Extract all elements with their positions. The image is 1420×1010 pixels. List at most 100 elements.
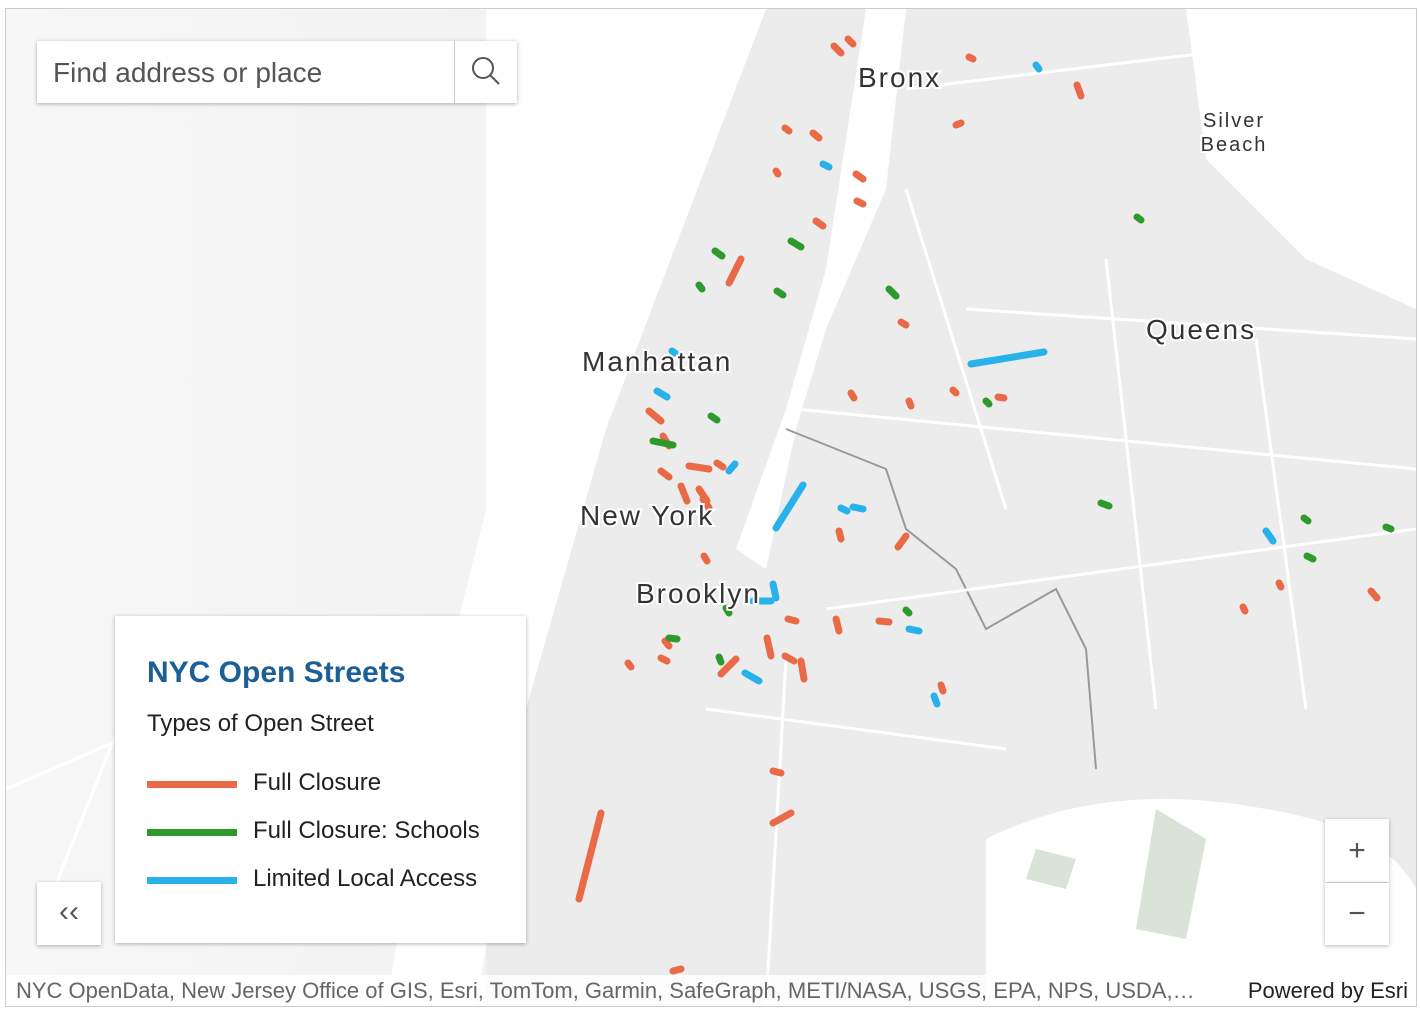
open-street bbox=[653, 387, 671, 401]
open-street bbox=[700, 552, 711, 565]
open-street bbox=[661, 637, 673, 650]
open-street bbox=[1382, 523, 1395, 533]
open-street bbox=[699, 495, 713, 512]
open-street bbox=[725, 255, 745, 287]
open-street bbox=[967, 348, 1048, 368]
legend-label: Full Closure: Schools bbox=[253, 817, 480, 844]
open-street bbox=[772, 167, 782, 178]
open-street bbox=[812, 217, 827, 230]
open-street bbox=[1073, 81, 1085, 100]
open-street bbox=[657, 654, 671, 665]
map[interactable]: Bronx Silver Beach Manhattan Queens New York B… bbox=[5, 8, 1417, 1007]
open-street bbox=[949, 386, 960, 397]
legend-title: NYC Open Streets bbox=[147, 656, 406, 689]
open-street bbox=[852, 170, 867, 183]
open-street bbox=[781, 124, 793, 135]
open-street bbox=[819, 160, 833, 171]
search-button[interactable] bbox=[454, 41, 518, 103]
legend-swatch bbox=[147, 877, 237, 884]
place-label: Silver Beach bbox=[1201, 110, 1268, 156]
open-street bbox=[763, 634, 775, 660]
open-street bbox=[1239, 603, 1249, 615]
open-street bbox=[649, 437, 677, 449]
borough-boundary bbox=[785, 428, 1097, 770]
open-street bbox=[713, 459, 727, 471]
place-label: Queens bbox=[1146, 314, 1256, 345]
place-label: Brooklyn bbox=[636, 578, 761, 609]
open-street bbox=[885, 285, 900, 300]
open-street bbox=[769, 809, 795, 827]
open-street bbox=[769, 580, 780, 602]
open-street bbox=[575, 809, 605, 903]
open-street bbox=[624, 659, 635, 671]
long-island-sound bbox=[1186, 9, 1416, 309]
open-street bbox=[725, 460, 739, 475]
open-street bbox=[781, 652, 798, 665]
open-street bbox=[930, 692, 941, 708]
open-street bbox=[695, 281, 706, 293]
open-street bbox=[787, 237, 805, 251]
park bbox=[1026, 809, 1206, 939]
open-street bbox=[994, 393, 1008, 402]
jamaica-bay bbox=[986, 799, 1416, 1006]
open-street bbox=[665, 634, 681, 643]
open-street bbox=[769, 767, 785, 777]
open-street bbox=[677, 482, 691, 505]
place-label: Manhattan bbox=[582, 346, 732, 377]
open-street bbox=[875, 617, 893, 626]
legend-label: Full Closure bbox=[253, 769, 382, 796]
open-street bbox=[844, 35, 857, 48]
collapse-button[interactable]: ‹‹ bbox=[37, 882, 101, 945]
open-street bbox=[965, 53, 977, 63]
open-street bbox=[982, 397, 993, 408]
zoom-in-button[interactable]: + bbox=[1325, 819, 1389, 882]
open-street bbox=[722, 604, 733, 617]
zoom-out-button[interactable]: − bbox=[1325, 883, 1389, 945]
open-street bbox=[717, 655, 740, 678]
open-street bbox=[1032, 61, 1043, 73]
open-street bbox=[905, 625, 923, 635]
legend-subtitle: Types of Open Street bbox=[147, 710, 374, 737]
open-street bbox=[905, 397, 915, 410]
search-placeholder[interactable]: Find address or place bbox=[53, 57, 323, 88]
open-street bbox=[1303, 552, 1317, 563]
open-street bbox=[773, 287, 787, 299]
place-label: New York bbox=[580, 500, 714, 531]
open-street bbox=[668, 347, 679, 357]
open-street bbox=[830, 42, 845, 57]
legend-label: Limited Local Access bbox=[253, 865, 478, 892]
legend-swatch bbox=[147, 781, 237, 788]
attribution: NYC OpenData, New Jersey Office of GIS, … bbox=[16, 978, 1195, 1003]
open-street bbox=[645, 407, 665, 425]
open-street bbox=[847, 389, 858, 402]
open-street bbox=[809, 129, 823, 142]
open-street bbox=[1300, 514, 1312, 525]
open-street bbox=[657, 467, 673, 481]
search-box[interactable]: Find address or place bbox=[37, 41, 517, 103]
open-street bbox=[952, 119, 965, 129]
open-street bbox=[832, 615, 843, 635]
powered-by[interactable]: Powered by Esri bbox=[1247, 978, 1408, 1003]
open-street bbox=[772, 481, 807, 532]
place-label: Bronx bbox=[858, 62, 941, 93]
open-street bbox=[797, 657, 808, 683]
open-street bbox=[715, 653, 725, 666]
open-street bbox=[1133, 213, 1145, 224]
legend: NYC Open Streets Types of Open Street Fu… bbox=[115, 616, 526, 943]
open-street bbox=[711, 247, 726, 260]
open-streets bbox=[575, 35, 1395, 975]
open-street bbox=[937, 681, 947, 695]
open-street bbox=[897, 318, 910, 329]
basemap: Bronx Silver Beach Manhattan Queens New York B… bbox=[6, 9, 1416, 1006]
open-street bbox=[707, 412, 721, 424]
attribution-bar: NYC OpenData, New Jersey Office of GIS, … bbox=[6, 975, 1416, 1006]
open-street bbox=[669, 965, 685, 975]
open-street bbox=[902, 606, 913, 617]
open-street bbox=[894, 532, 910, 551]
open-street bbox=[1262, 527, 1277, 545]
open-street bbox=[1097, 499, 1113, 510]
map-labels: Bronx Silver Beach Manhattan Queens New York B… bbox=[578, 60, 1268, 611]
open-street bbox=[784, 615, 800, 625]
open-street bbox=[741, 669, 763, 685]
